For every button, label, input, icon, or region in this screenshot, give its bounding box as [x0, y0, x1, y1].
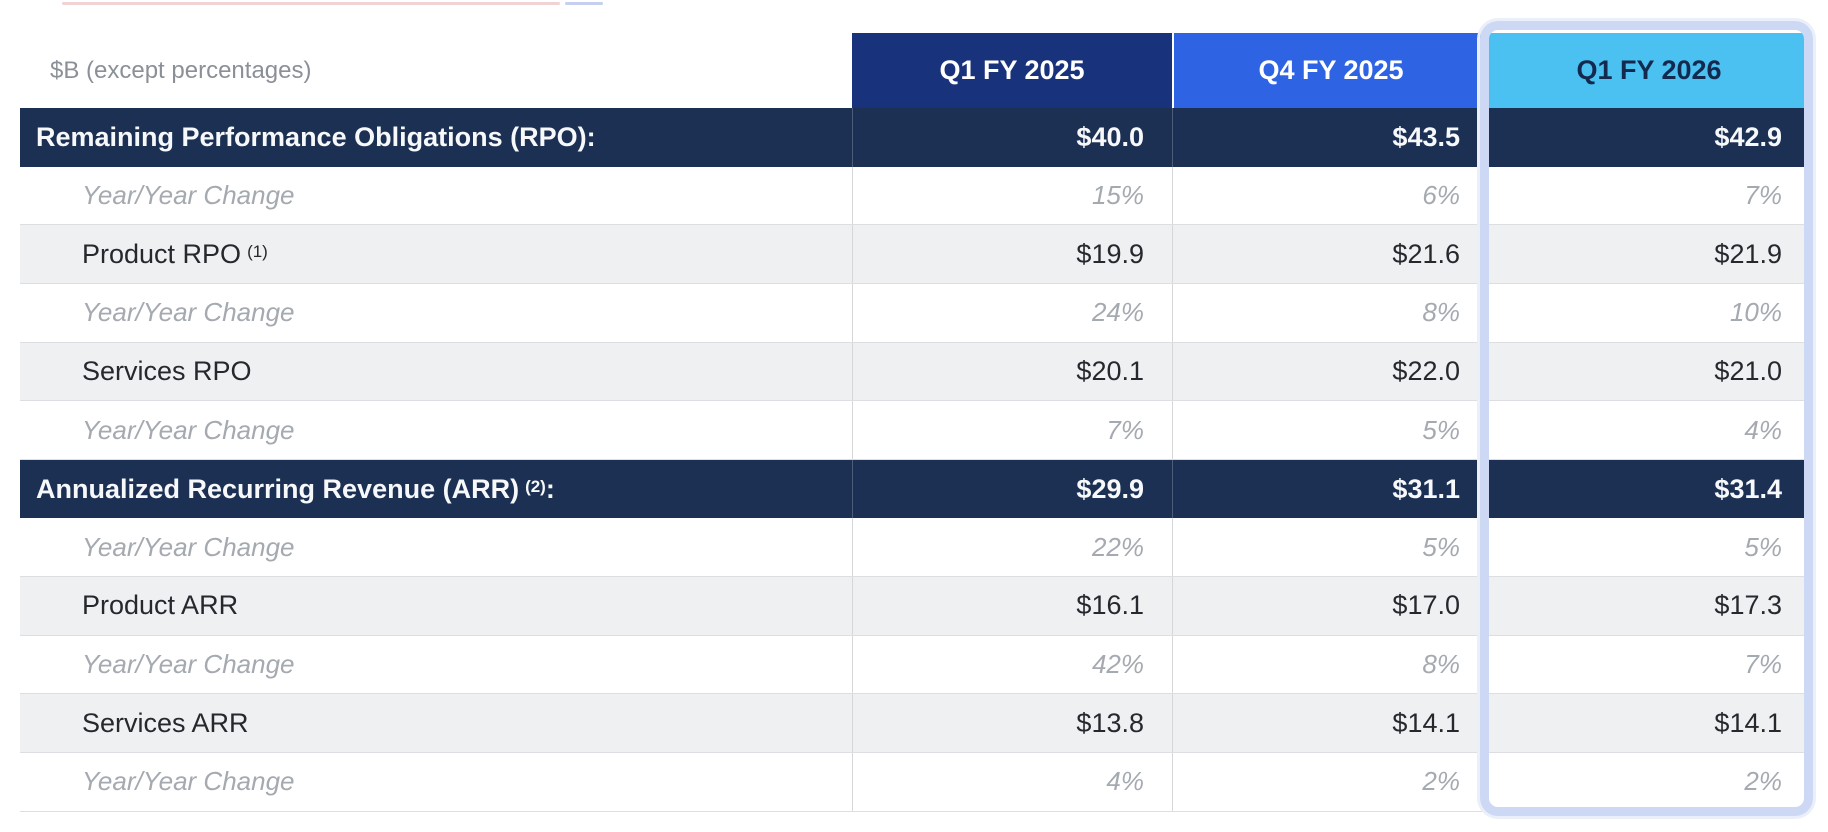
row-label: Year/Year Change: [20, 753, 852, 811]
table-row-services-rpo: Services RPO $20.1 $22.0 $21.0: [20, 342, 1810, 402]
cell-value: 7%: [1488, 166, 1810, 225]
row-label-text: Services ARR: [82, 707, 249, 738]
row-label-text: Product ARR: [82, 590, 239, 621]
table-header-row: $B (except percentages) Q1 FY 2025 Q4 FY…: [20, 33, 1810, 108]
cell-value: $29.9: [852, 459, 1172, 519]
table-row-rpo-yoy: Year/Year Change 15% 6% 7%: [20, 166, 1810, 226]
cell-value: $21.9: [1488, 225, 1810, 283]
cell-value: 5%: [1172, 401, 1488, 459]
table-row-rpo-total: Remaining Performance Obligations (RPO):…: [20, 108, 1810, 167]
footnote-marker: (2): [525, 477, 546, 497]
row-label-text: Annualized Recurring Revenue (ARR): [36, 473, 520, 504]
cell-value: 24%: [852, 283, 1172, 342]
cell-value: 15%: [852, 166, 1172, 225]
row-label: Product ARR: [20, 577, 852, 635]
row-label-text: Year/Year Change: [82, 531, 295, 562]
cell-value: 2%: [1488, 753, 1810, 811]
row-label-suffix: :: [545, 473, 555, 504]
cell-value: $31.4: [1488, 459, 1810, 519]
cell-value: 42%: [852, 635, 1172, 694]
cell-value: $17.0: [1172, 577, 1488, 635]
cell-value: 22%: [852, 518, 1172, 577]
row-label: Annualized Recurring Revenue (ARR) (2):: [20, 460, 852, 519]
row-label: Year/Year Change: [20, 518, 852, 576]
row-label: Year/Year Change: [20, 284, 852, 342]
table-row-product-arr: Product ARR $16.1 $17.0 $17.3: [20, 577, 1810, 636]
cell-value: $14.1: [1488, 694, 1810, 753]
table-row-product-arr-yoy: Year/Year Change 42% 8% 7%: [20, 635, 1810, 695]
cell-value: $21.6: [1172, 225, 1488, 283]
cell-value: $14.1: [1172, 694, 1488, 753]
top-crop-artifact: [62, 2, 560, 5]
cell-value: $42.9: [1488, 108, 1810, 167]
financial-metrics-table: $B (except percentages) Q1 FY 2025 Q4 FY…: [20, 33, 1810, 812]
cell-value: 5%: [1172, 518, 1488, 577]
cell-value: $20.1: [852, 342, 1172, 401]
cell-value: $40.0: [852, 108, 1172, 167]
column-header-q1-fy2025: Q1 FY 2025: [852, 33, 1172, 108]
row-label-text: Year/Year Change: [82, 766, 295, 797]
table-row-arr-total: Annualized Recurring Revenue (ARR) (2): $…: [20, 459, 1810, 519]
top-crop-artifact: [565, 2, 603, 5]
cell-value: $19.9: [852, 225, 1172, 283]
cell-value: $22.0: [1172, 342, 1488, 401]
cell-value: $31.1: [1172, 459, 1488, 519]
row-label-text: Year/Year Change: [82, 179, 295, 210]
cell-value: $13.8: [852, 694, 1172, 753]
units-label: $B (except percentages): [20, 33, 852, 108]
cell-value: 4%: [1488, 401, 1810, 459]
row-label: Services RPO: [20, 343, 852, 401]
cell-value: 7%: [852, 401, 1172, 459]
cell-value: 5%: [1488, 518, 1810, 577]
row-label: Remaining Performance Obligations (RPO):: [20, 108, 852, 167]
row-label: Year/Year Change: [20, 636, 852, 694]
table-row-services-rpo-yoy: Year/Year Change 7% 5% 4%: [20, 401, 1810, 460]
row-label: Year/Year Change: [20, 167, 852, 225]
row-label: Services ARR: [20, 694, 852, 752]
table-row-arr-yoy: Year/Year Change 22% 5% 5%: [20, 518, 1810, 578]
cell-value: 8%: [1172, 635, 1488, 694]
cell-value: 2%: [1172, 753, 1488, 811]
row-label-text: Year/Year Change: [82, 297, 295, 328]
cell-value: 7%: [1488, 635, 1810, 694]
cell-value: $17.3: [1488, 577, 1810, 635]
cell-value: $43.5: [1172, 108, 1488, 167]
row-label-text: Product RPO: [82, 238, 242, 269]
row-label-text: Year/Year Change: [82, 649, 295, 680]
row-label-text: Year/Year Change: [82, 414, 295, 445]
column-header-q1-fy2026: Q1 FY 2026: [1488, 33, 1810, 108]
cell-value: $16.1: [852, 577, 1172, 635]
cell-value: 10%: [1488, 283, 1810, 342]
cell-value: 4%: [852, 753, 1172, 811]
footnote-marker: (1): [247, 242, 268, 262]
row-label: Product RPO (1): [20, 225, 852, 283]
cell-value: 8%: [1172, 283, 1488, 342]
table-row-product-rpo: Product RPO (1) $19.9 $21.6 $21.9: [20, 225, 1810, 284]
table-row-product-rpo-yoy: Year/Year Change 24% 8% 10%: [20, 283, 1810, 343]
row-label-text: Remaining Performance Obligations (RPO):: [36, 121, 596, 152]
row-label-text: Services RPO: [82, 355, 252, 386]
column-header-q4-fy2025: Q4 FY 2025: [1172, 33, 1488, 108]
row-label: Year/Year Change: [20, 401, 852, 459]
table-row-services-arr: Services ARR $13.8 $14.1 $14.1: [20, 694, 1810, 754]
table-row-services-arr-yoy: Year/Year Change 4% 2% 2%: [20, 753, 1810, 812]
cell-value: 6%: [1172, 166, 1488, 225]
cell-value: $21.0: [1488, 342, 1810, 401]
